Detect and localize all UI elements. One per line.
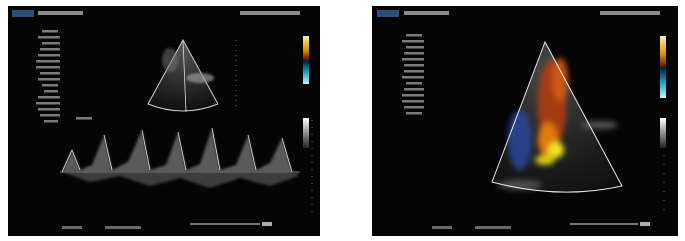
header-text xyxy=(38,11,83,15)
color-bar xyxy=(660,36,666,98)
logo xyxy=(12,10,34,17)
gray-bar xyxy=(303,118,309,148)
color-bar xyxy=(303,36,309,84)
footer-icon xyxy=(262,222,272,226)
header-text xyxy=(240,11,300,15)
header-text xyxy=(600,11,660,15)
footer-text xyxy=(105,226,141,229)
logo xyxy=(377,10,399,17)
page: (() => { const data = JSON.parse(documen… xyxy=(0,0,685,241)
footer-text xyxy=(62,226,82,229)
left-panel xyxy=(8,6,320,236)
footer-icon xyxy=(640,222,650,226)
footer-text xyxy=(432,226,452,229)
gray-bar xyxy=(660,118,666,148)
screenshot xyxy=(0,0,685,241)
footer-text xyxy=(475,226,511,229)
right-panel xyxy=(372,6,678,236)
header-text xyxy=(404,11,449,15)
